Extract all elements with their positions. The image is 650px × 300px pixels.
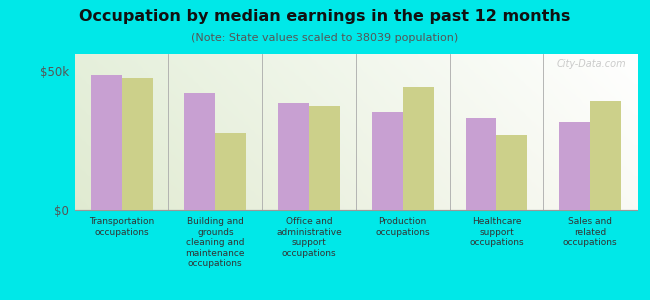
- Bar: [185, 93, 215, 210]
- Bar: [403, 87, 434, 210]
- Bar: [465, 118, 497, 210]
- Text: Building and
grounds
cleaning and
maintenance
occupations: Building and grounds cleaning and mainte…: [185, 218, 245, 268]
- Bar: [559, 122, 590, 210]
- Text: (Note: State values scaled to 38039 population): (Note: State values scaled to 38039 popu…: [191, 33, 459, 43]
- Text: Healthcare
support
occupations: Healthcare support occupations: [469, 218, 524, 247]
- Text: Production
occupations: Production occupations: [376, 218, 430, 237]
- Bar: [278, 103, 309, 210]
- Bar: [309, 106, 340, 210]
- Text: Transportation
occupations: Transportation occupations: [89, 218, 154, 237]
- Bar: [497, 135, 527, 210]
- Bar: [215, 134, 246, 210]
- Bar: [372, 112, 403, 210]
- Bar: [91, 75, 122, 210]
- Bar: [122, 78, 153, 210]
- Text: Sales and
related
occupations: Sales and related occupations: [563, 218, 618, 247]
- Text: Office and
administrative
support
occupations: Office and administrative support occupa…: [276, 218, 342, 258]
- Text: Occupation by median earnings in the past 12 months: Occupation by median earnings in the pas…: [79, 9, 571, 24]
- Text: City-Data.com: City-Data.com: [556, 59, 626, 69]
- Bar: [590, 101, 621, 210]
